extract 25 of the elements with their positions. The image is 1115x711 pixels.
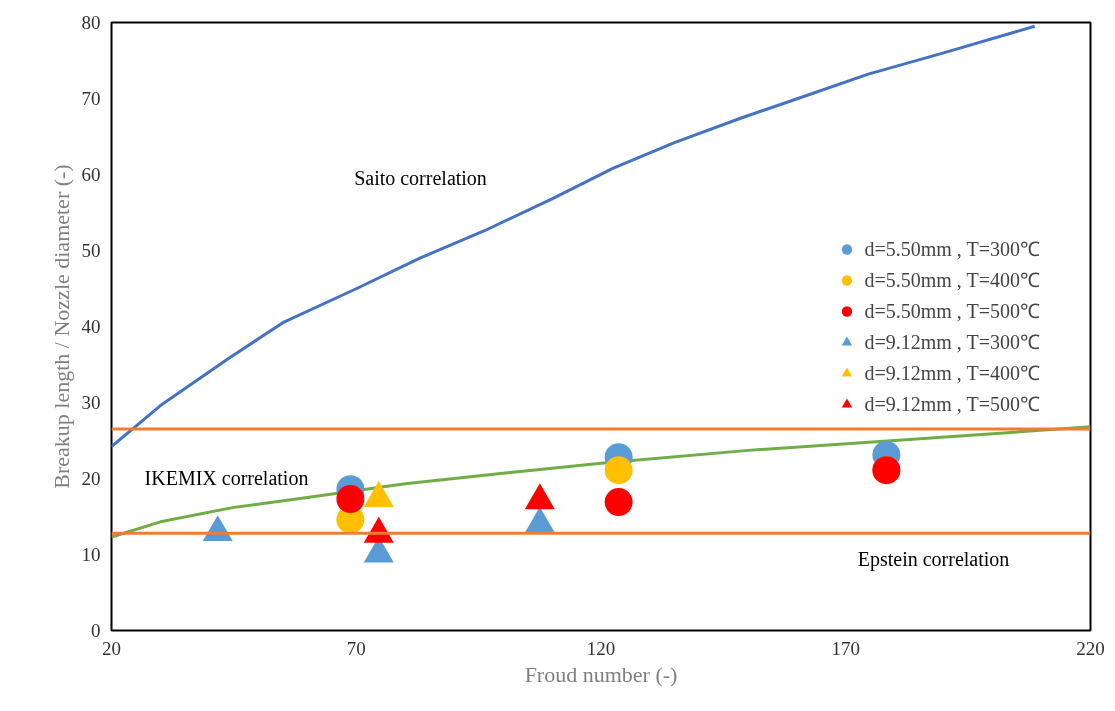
y-tick-label: 80 xyxy=(81,12,101,33)
annotation: Epstein correlation xyxy=(857,547,1010,571)
legend-label: d=5.50mm , T=400℃ xyxy=(864,268,1040,293)
y-tick-label: 50 xyxy=(81,240,101,261)
annotation: IKEMIX correlation xyxy=(144,466,309,489)
y-axis-title: Breakup length / Nozzle diameter (-) xyxy=(48,164,74,489)
legend-label: d=9.12mm , T=500℃ xyxy=(864,392,1040,417)
annotation: Saito correlation xyxy=(354,166,487,189)
x-tick-label: 70 xyxy=(346,637,366,659)
x-tick-label: 170 xyxy=(831,637,860,659)
y-tick-label: 0 xyxy=(91,620,101,641)
y-tick-label: 60 xyxy=(81,164,101,185)
y-tick-label: 20 xyxy=(81,468,101,489)
y-tick-label: 10 xyxy=(81,544,101,565)
x-tick-label: 20 xyxy=(102,637,121,659)
y-tick-label: 30 xyxy=(81,392,101,413)
y-tick-label: 40 xyxy=(81,316,101,337)
y-tick-label: 70 xyxy=(81,88,101,109)
x-tick-label: 220 xyxy=(1076,637,1105,659)
x-tick-label: 120 xyxy=(586,637,616,659)
legend-label: d=5.50mm , T=300℃ xyxy=(864,237,1040,262)
x-axis-title: Froud number (-) xyxy=(524,661,678,687)
legend-label: d=9.12mm , T=400℃ xyxy=(864,361,1040,386)
legend-label: d=9.12mm , T=300℃ xyxy=(864,330,1040,355)
legend-label: d=5.50mm , T=500℃ xyxy=(864,299,1040,324)
